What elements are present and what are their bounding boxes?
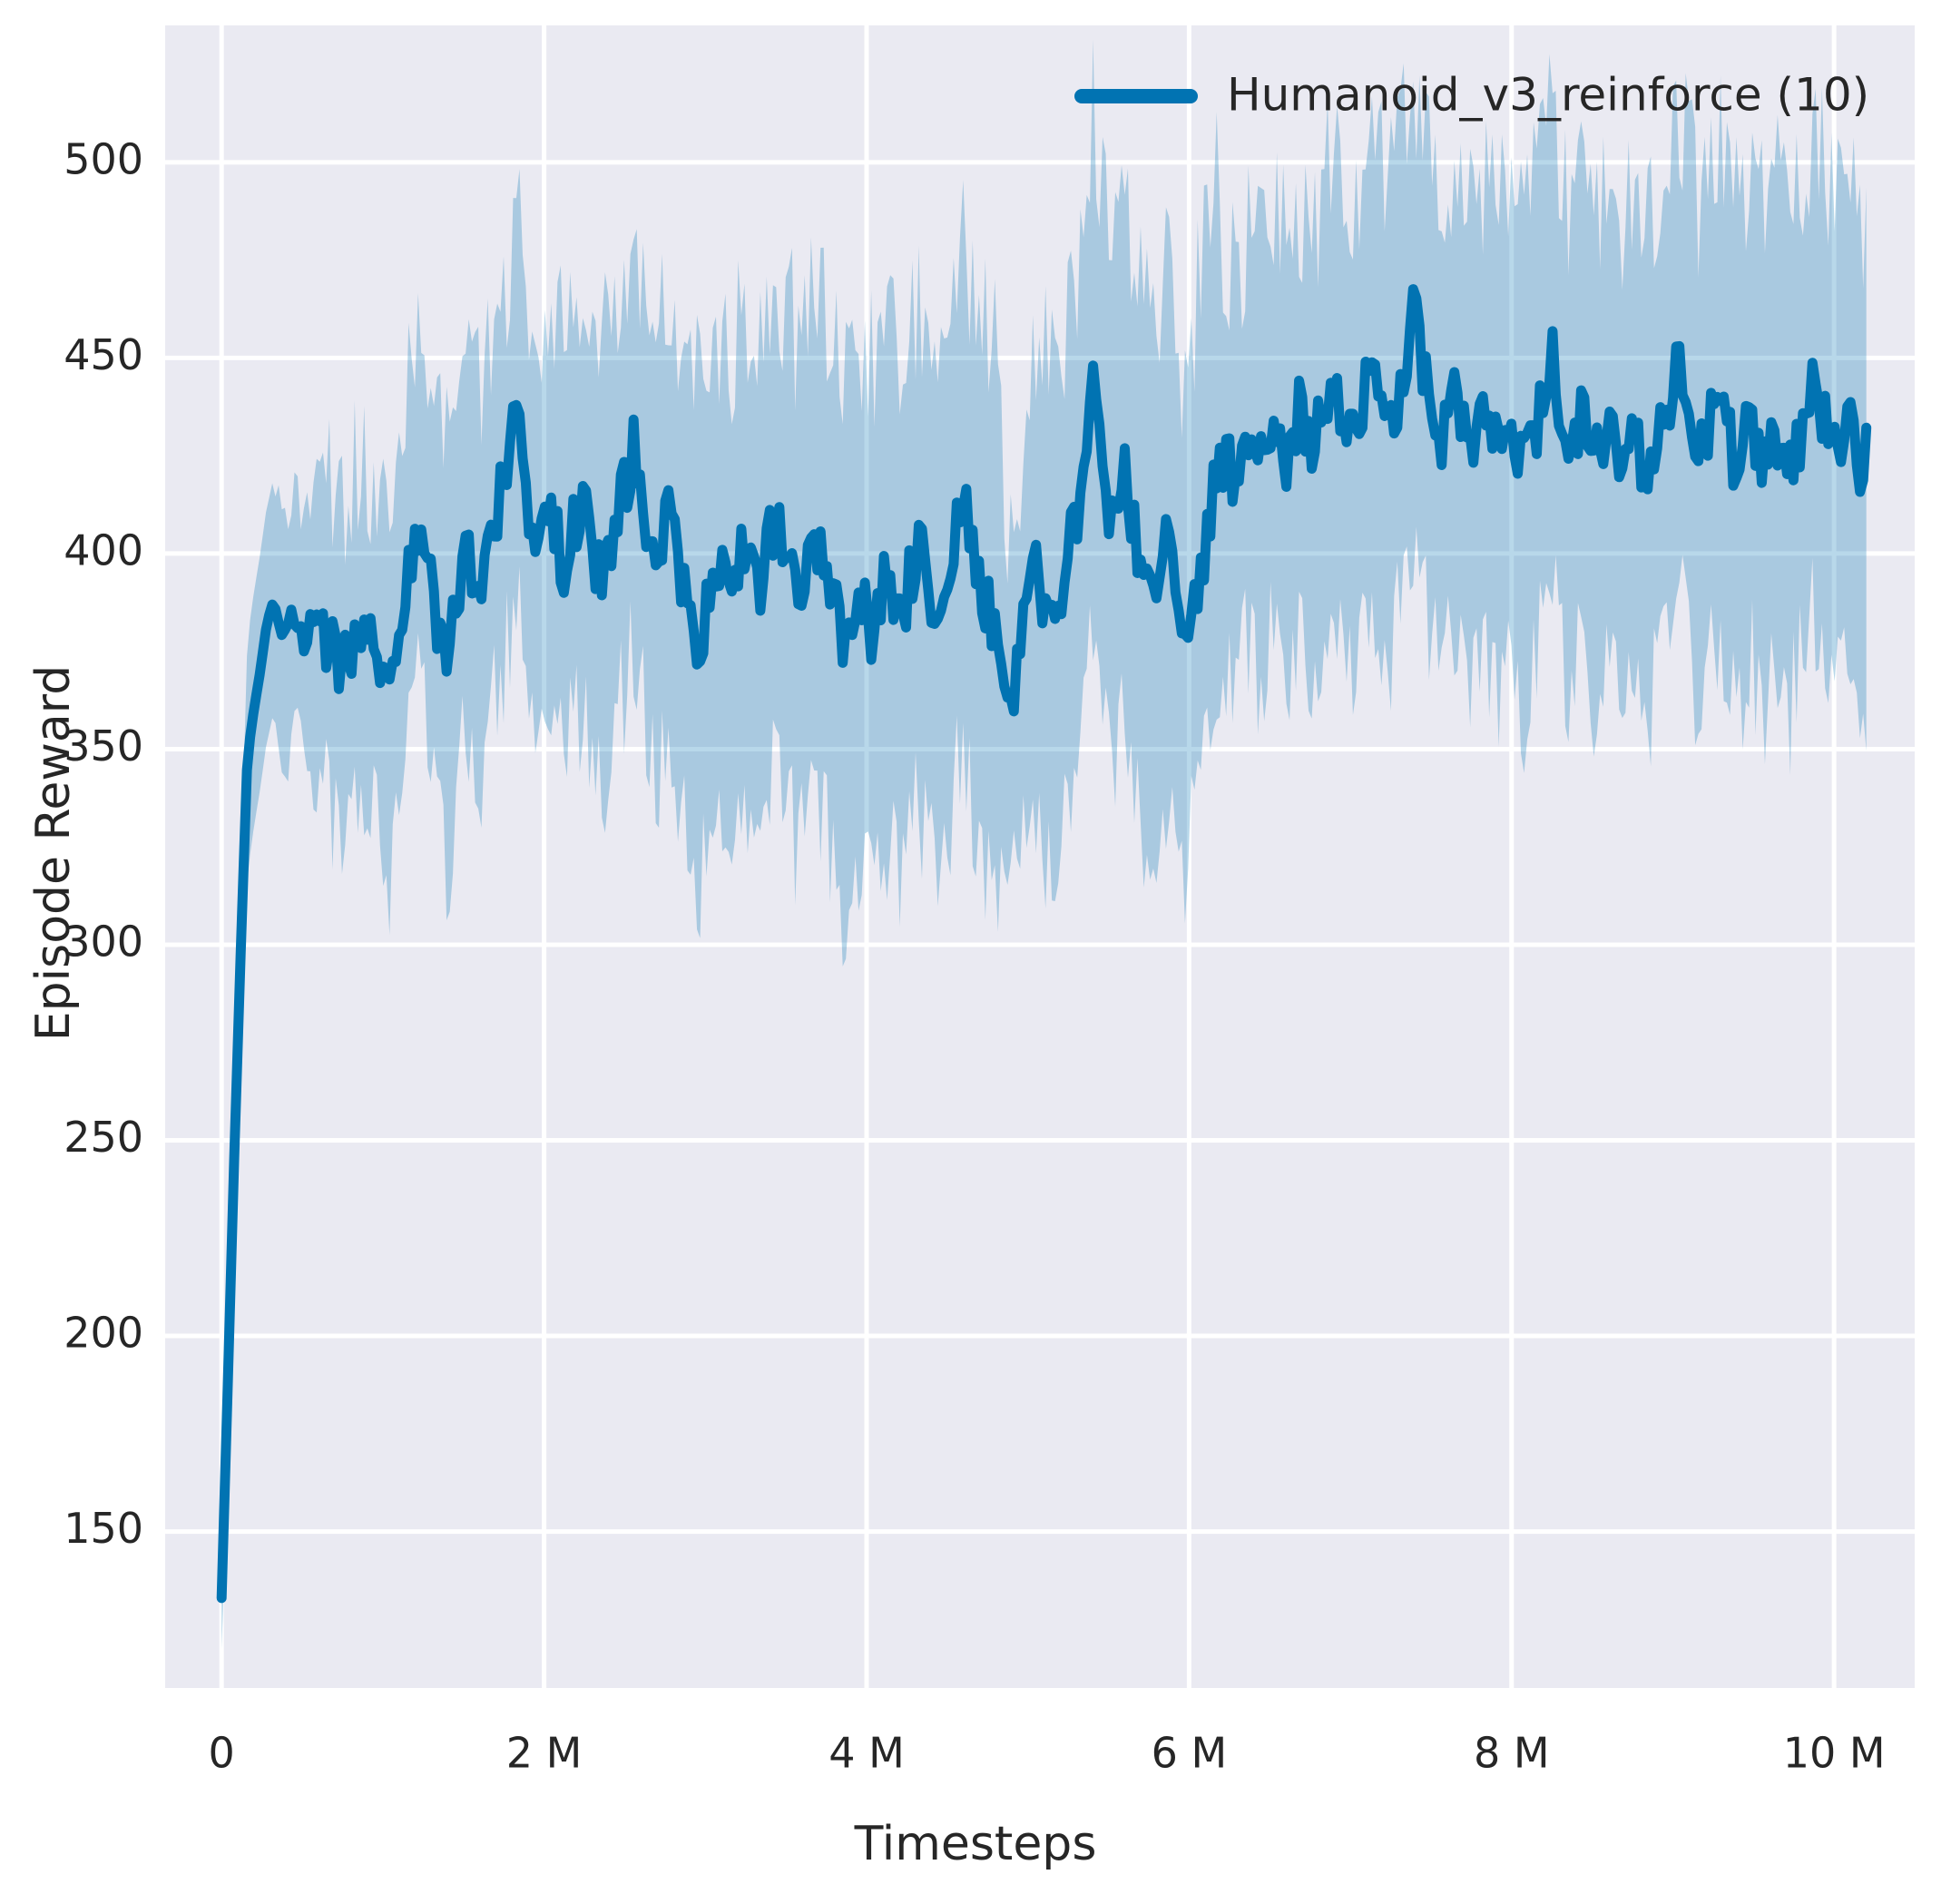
x-tick-label-2: 4 M — [828, 1729, 905, 1778]
chart-legend: Humanoid_v3_reinforce (10) — [1074, 69, 1869, 122]
y-tick-label-2: 250 — [64, 1113, 143, 1162]
x-tick-label-3: 6 M — [1152, 1729, 1228, 1778]
y-tick-label-5: 400 — [64, 525, 143, 574]
x-tick-label-0: 0 — [209, 1729, 235, 1778]
y-tick-label-6: 450 — [64, 330, 143, 379]
series-line — [216, 284, 1872, 1604]
y-axis-title: Episode Reward — [26, 665, 81, 1041]
x-tick-label-5: 10 M — [1783, 1729, 1886, 1778]
x-axis-title: Timesteps — [854, 1817, 1097, 1871]
y-tick-label-4: 350 — [64, 721, 143, 770]
plot-area-background — [165, 25, 1915, 1688]
x-axis-tick-labels: 0 2 M 4 M 6 M 8 M 10 M — [209, 1729, 1886, 1778]
y-tick-label-7: 500 — [64, 134, 143, 183]
y-tick-label-3: 300 — [64, 917, 143, 966]
x-tick-label-1: 2 M — [506, 1729, 583, 1778]
gridlines — [165, 25, 1915, 1688]
y-axis-tick-labels: 150 200 250 300 350 400 450 500 — [64, 134, 143, 1553]
y-tick-label-1: 200 — [64, 1309, 143, 1358]
mean-reward-line — [216, 284, 1872, 1604]
x-tick-label-4: 8 M — [1474, 1729, 1550, 1778]
legend-entry-label: Humanoid_v3_reinforce (10) — [1227, 69, 1869, 122]
y-tick-label-0: 150 — [64, 1504, 143, 1553]
